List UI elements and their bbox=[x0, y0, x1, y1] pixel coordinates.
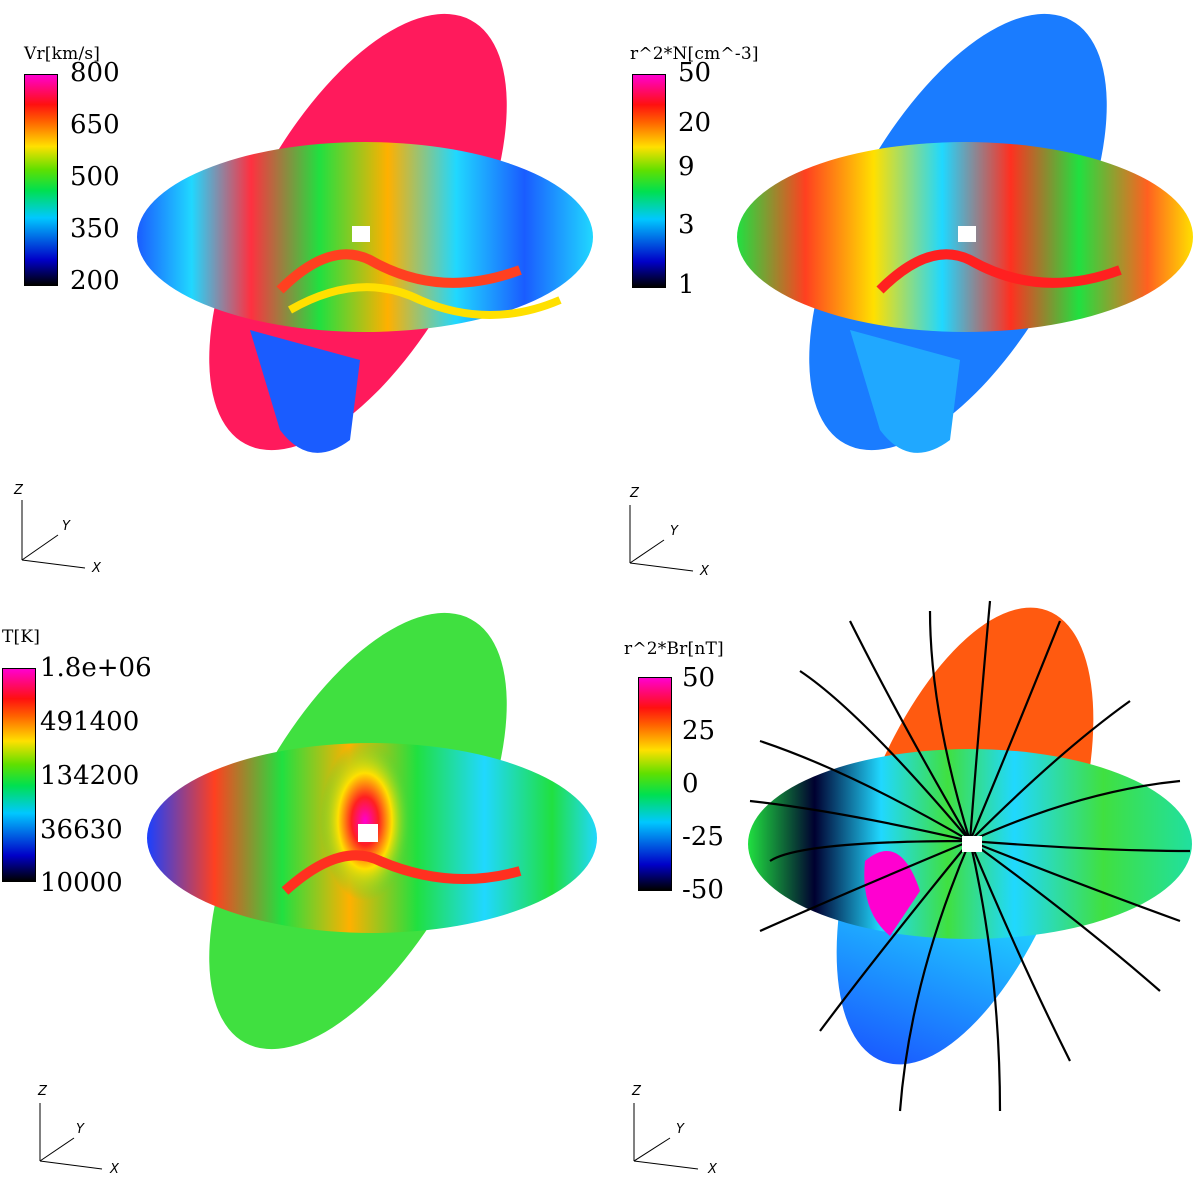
temperature-colorbar-title: T[K] bbox=[2, 627, 41, 647]
vr-spiral-band bbox=[288, 283, 562, 319]
density-axis-y-label: Y bbox=[670, 524, 679, 539]
br-tick-label: 25 bbox=[682, 716, 716, 746]
panel-vr: Vr[km/s] 800 650 500 350 200 Z Y X bbox=[0, 0, 600, 591]
vr-tick-label: 200 bbox=[70, 266, 120, 296]
density-vertical-slice-front bbox=[850, 330, 960, 453]
density-colorbar bbox=[632, 74, 666, 288]
temperature-axis-x-label: X bbox=[109, 1162, 120, 1177]
temperature-colorbar bbox=[2, 668, 36, 882]
vr-axis-y-label: Y bbox=[62, 519, 71, 534]
temperature-axes-triad: Z Y X bbox=[37, 1084, 120, 1177]
temperature-inner-boundary bbox=[358, 824, 378, 842]
br-axes-triad: Z Y X bbox=[631, 1084, 718, 1177]
vr-vertical-slice-front bbox=[250, 330, 360, 453]
vr-tick-label: 650 bbox=[70, 110, 120, 140]
density-axis-z-label: Z bbox=[629, 486, 640, 501]
br-colorbar bbox=[638, 677, 672, 891]
br-tick-label: -50 bbox=[682, 875, 724, 905]
br-axis-z-label: Z bbox=[631, 1084, 642, 1099]
density-inner-boundary bbox=[958, 226, 976, 242]
panel-temperature: T[K] 1.8e+06 491400 134200 36630 10000 Z… bbox=[0, 591, 600, 1182]
density-axes-triad: Z Y X bbox=[629, 486, 710, 579]
density-tick-label: 20 bbox=[678, 108, 712, 138]
temperature-tick-label: 491400 bbox=[40, 707, 140, 737]
density-tick-label: 3 bbox=[678, 210, 695, 240]
vr-tick-label: 350 bbox=[70, 214, 120, 244]
br-inner-boundary bbox=[962, 836, 982, 852]
br-3d-slices bbox=[748, 600, 1192, 1112]
br-colorbar-title: r^2*Br[nT] bbox=[624, 639, 724, 659]
br-axis-x-label: X bbox=[707, 1162, 718, 1177]
vr-tick-label: 800 bbox=[70, 58, 120, 88]
vr-axis-z-label: Z bbox=[13, 483, 24, 498]
temperature-3d-slices bbox=[147, 612, 597, 1050]
br-field-lines bbox=[749, 600, 1191, 1112]
temperature-axis-y-label: Y bbox=[76, 1122, 85, 1137]
br-tick-label: -25 bbox=[682, 822, 724, 852]
br-tick-label: 0 bbox=[682, 769, 699, 799]
temperature-spiral-band bbox=[281, 850, 522, 895]
density-colorbar-title: r^2*N[cm^-3] bbox=[630, 44, 759, 64]
br-tick-label: 50 bbox=[682, 663, 716, 693]
vr-axes-triad: Z Y X bbox=[13, 483, 102, 576]
density-tick-label: 9 bbox=[678, 152, 695, 182]
density-spiral-band bbox=[876, 249, 1122, 294]
br-axis-y-label: Y bbox=[676, 1122, 685, 1137]
temperature-tick-label: 1.8e+06 bbox=[40, 653, 152, 683]
density-tick-label: 1 bbox=[678, 270, 695, 300]
vr-colorbar bbox=[24, 74, 58, 286]
vr-inner-boundary bbox=[352, 226, 370, 242]
vr-axis-x-label: X bbox=[91, 561, 102, 576]
vr-3d-slices bbox=[137, 13, 593, 453]
vr-colorbar-title: Vr[km/s] bbox=[24, 44, 101, 64]
density-3d-slices bbox=[737, 13, 1193, 453]
density-axis-x-label: X bbox=[699, 564, 710, 579]
temperature-axis-z-label: Z bbox=[37, 1084, 48, 1099]
temperature-tick-label: 10000 bbox=[40, 868, 123, 898]
panel-br: r^2*Br[nT] 50 25 0 -25 -50 Z Y X bbox=[600, 591, 1200, 1182]
panel-density: r^2*N[cm^-3] 50 20 9 3 1 Z Y X bbox=[600, 0, 1200, 591]
br-positive-region bbox=[864, 851, 920, 936]
temperature-tick-label: 36630 bbox=[40, 815, 123, 845]
vr-spiral-band bbox=[276, 249, 522, 294]
temperature-tick-label: 134200 bbox=[40, 761, 140, 791]
density-tick-label: 50 bbox=[678, 58, 712, 88]
vr-tick-label: 500 bbox=[70, 162, 120, 192]
